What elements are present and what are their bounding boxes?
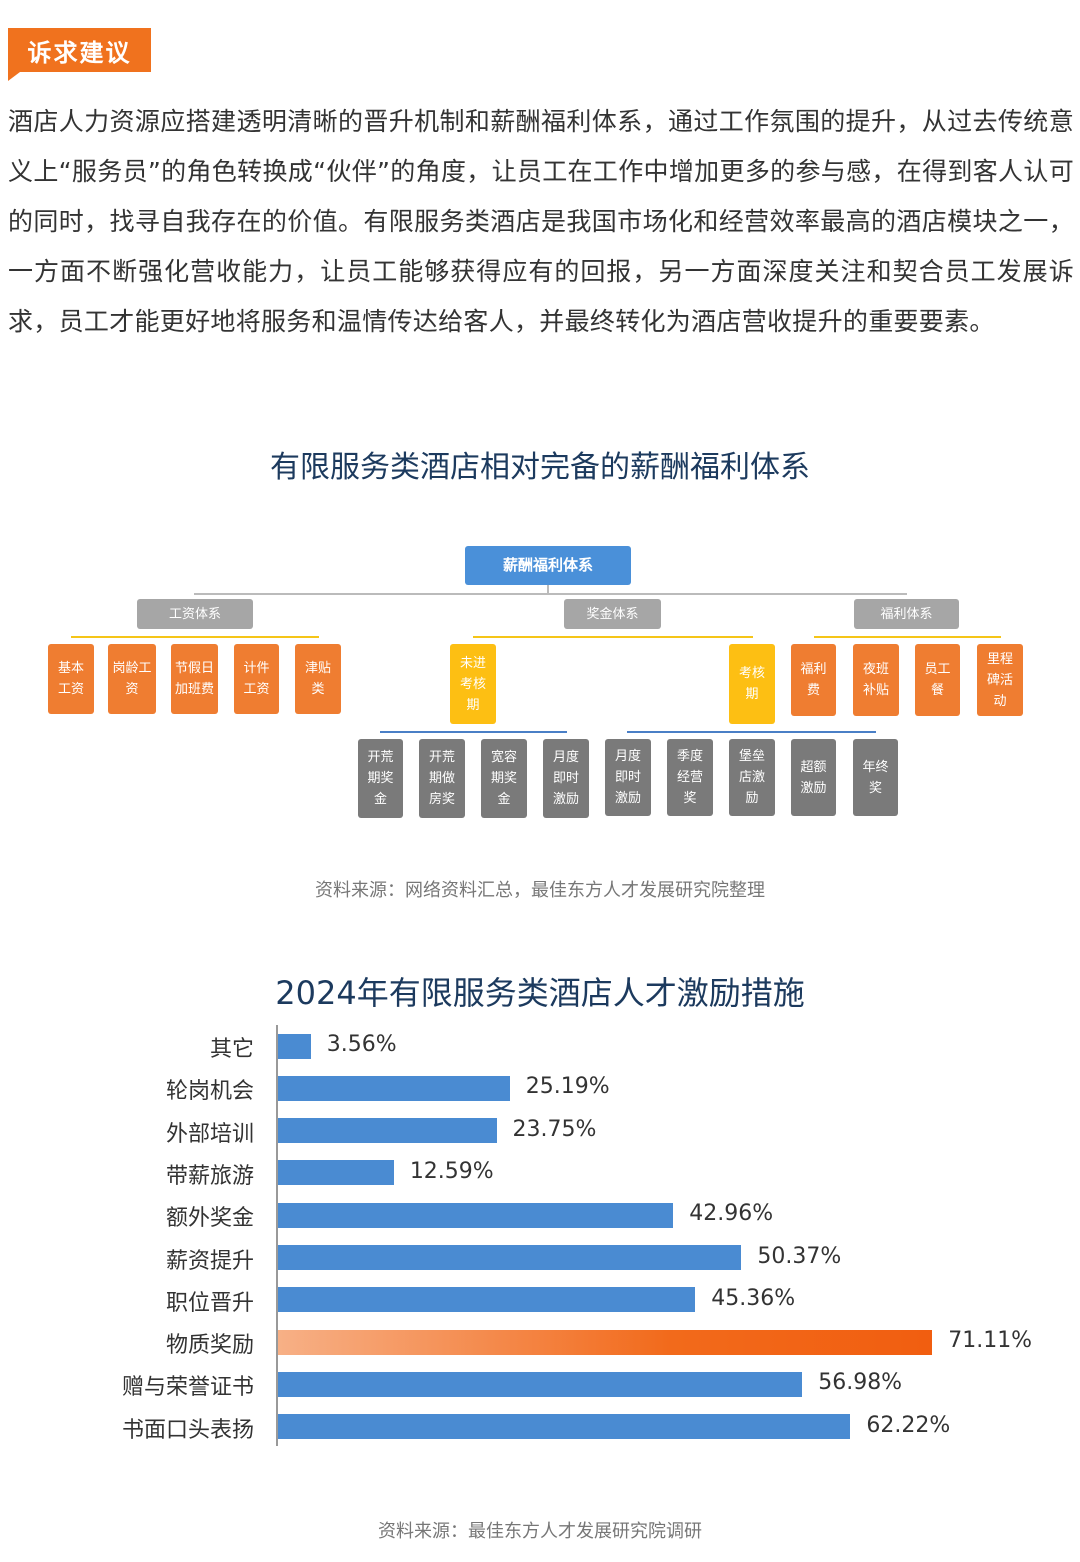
- salary-item: 节假日加班费: [171, 644, 218, 714]
- connector: [547, 585, 549, 594]
- welfare-item: 里程碑活动: [977, 644, 1023, 716]
- bonus-group-pre-review: 未进考核期: [450, 644, 496, 724]
- data-label: 12.59%: [409, 1158, 494, 1184]
- bar: [278, 1202, 674, 1228]
- pre-review-item: 开荒期做房奖: [419, 739, 465, 818]
- bar: [278, 1075, 510, 1101]
- data-label: 56.98%: [818, 1370, 903, 1396]
- category-label: 额外奖金: [165, 1206, 254, 1232]
- connector: [71, 636, 319, 638]
- data-label: 45.36%: [711, 1285, 796, 1311]
- bar: [278, 1245, 742, 1270]
- section-tag: 诉求建议: [8, 28, 151, 72]
- salary-item: 津贴类: [295, 644, 341, 714]
- section-tag-tail: [8, 72, 20, 81]
- bar: [278, 1160, 394, 1186]
- connector: [473, 636, 753, 638]
- data-label: 25.19%: [525, 1074, 610, 1100]
- branch-bonus: 奖金体系: [564, 599, 661, 629]
- salary-item: 基本工资: [48, 644, 94, 714]
- welfare-item: 夜班补贴: [853, 644, 899, 716]
- branch-welfare: 福利体系: [854, 599, 959, 629]
- bar: [278, 1033, 311, 1059]
- data-label: 50.37%: [757, 1243, 842, 1269]
- bar-chart-source: 资料来源：最佳东方人才发展研究院调研: [378, 1521, 702, 1542]
- org-chart-source: 资料来源：网络资料汇总，最佳东方人才发展研究院整理: [315, 880, 765, 901]
- connector: [194, 593, 907, 595]
- org-chart-title: 有限服务类酒店相对完备的薪酬福利体系: [270, 450, 810, 485]
- connector: [380, 731, 567, 733]
- welfare-item: 员工餐: [915, 644, 960, 716]
- salary-item: 岗龄工资: [108, 644, 156, 714]
- body-paragraph: 酒店人力资源应搭建透明清晰的晋升机制和薪酬福利体系，通过工作氛围的提升，从过去传…: [8, 107, 1074, 336]
- category-label: 外部培训: [165, 1121, 254, 1147]
- review-item: 堡垒店激励: [729, 739, 775, 816]
- pre-review-item: 开荒期奖金: [358, 739, 403, 818]
- data-label: 42.96%: [689, 1201, 774, 1227]
- bar-chart-title: 2024年有限服务类酒店人才激励措施: [275, 974, 805, 1012]
- data-label: 23.75%: [512, 1116, 597, 1142]
- connector: [627, 731, 876, 733]
- data-label: 3.56%: [326, 1032, 397, 1057]
- data-label: 62.22%: [866, 1412, 951, 1438]
- category-label: 赠与荣誉证书: [121, 1375, 254, 1401]
- pre-review-item: 月度即时激励: [543, 739, 589, 818]
- bar: [278, 1287, 696, 1313]
- category-label: 轮岗机会: [165, 1079, 254, 1105]
- bonus-group-review: 考核期: [729, 644, 775, 724]
- review-item: 季度经营奖: [667, 739, 713, 816]
- bar: [278, 1371, 803, 1397]
- connector: [814, 636, 1001, 638]
- category-label: 带薪旅游: [165, 1163, 254, 1189]
- review-item: 年终奖: [853, 739, 898, 816]
- category-label: 其它: [209, 1037, 254, 1062]
- y-axis-line: [276, 1025, 278, 1446]
- org-root: 薪酬福利体系: [465, 546, 631, 585]
- bar: [278, 1414, 851, 1440]
- review-item: 月度即时激励: [605, 739, 651, 816]
- pre-review-item: 宽容期奖金: [481, 739, 527, 818]
- salary-item: 计件工资: [234, 644, 279, 714]
- category-label: 书面口头表扬: [121, 1417, 254, 1443]
- branch-salary: 工资体系: [137, 599, 253, 629]
- bar: [278, 1118, 497, 1144]
- bar: [278, 1329, 933, 1355]
- category-label: 物质奖励: [165, 1333, 254, 1359]
- welfare-item: 福利费: [791, 644, 836, 716]
- review-item: 超额激励: [791, 739, 836, 816]
- category-label: 薪资提升: [165, 1248, 254, 1274]
- category-label: 职位晋升: [165, 1290, 254, 1316]
- data-label: 71.11%: [948, 1328, 1033, 1354]
